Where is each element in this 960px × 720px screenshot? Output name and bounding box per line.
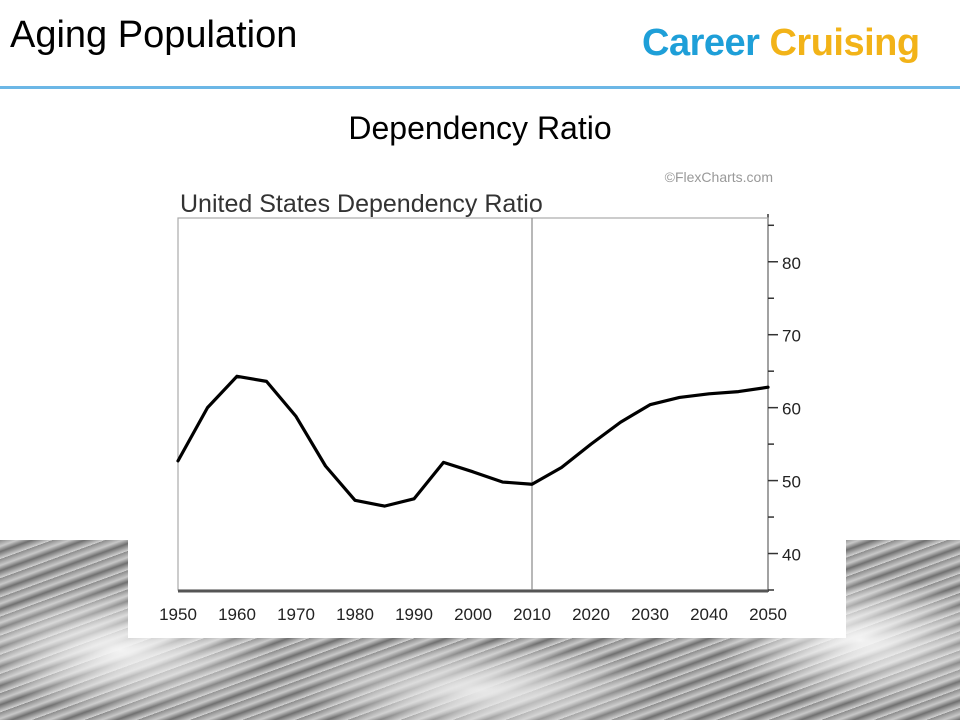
x-tick-label: 2050 <box>749 605 787 624</box>
data-point <box>471 470 475 474</box>
title-divider <box>0 86 960 89</box>
dependency-ratio-chart: ©FlexCharts.com United States Dependency… <box>159 169 801 624</box>
data-point <box>206 406 209 409</box>
plot-area-border <box>177 217 769 591</box>
data-point <box>383 504 386 508</box>
data-point <box>353 499 357 502</box>
x-tick-label: 2010 <box>513 605 551 624</box>
data-point <box>678 396 681 399</box>
data-point <box>560 466 563 469</box>
career-cruising-logo: Career Cruising <box>642 24 920 62</box>
y-axis-ticks: 40 50 60 70 80 <box>768 224 801 591</box>
data-point <box>530 483 534 486</box>
data-point <box>648 403 652 406</box>
data-point <box>619 421 622 424</box>
slide-title: Aging Population <box>10 14 298 56</box>
brand-word-cruising: Cruising <box>769 22 920 64</box>
data-point <box>501 480 504 484</box>
x-tick-label: 2020 <box>572 605 610 624</box>
y-tick-label: 60 <box>782 400 801 419</box>
chart-frame: ©FlexCharts.com United States Dependency… <box>128 160 846 638</box>
x-tick-label: 1970 <box>277 605 315 624</box>
x-tick-label: 1990 <box>395 605 433 624</box>
chart-source-label: ©FlexCharts.com <box>665 169 773 185</box>
chart-title: United States Dependency Ratio <box>180 190 543 218</box>
y-tick-label: 40 <box>782 546 801 565</box>
data-point <box>707 392 711 395</box>
data-point <box>737 390 740 393</box>
x-tick-label: 2000 <box>454 605 492 624</box>
data-point <box>442 461 445 464</box>
x-tick-label: 2030 <box>631 605 669 624</box>
data-point <box>294 415 298 418</box>
x-tick-label: 1950 <box>159 605 197 624</box>
brand-word-career: Career <box>642 22 760 64</box>
series-group <box>176 374 770 508</box>
data-point <box>412 497 416 501</box>
x-tick-label: 1960 <box>218 605 256 624</box>
x-tick-label: 2040 <box>690 605 728 624</box>
x-tick-label: 1980 <box>336 605 374 624</box>
y-tick-label: 80 <box>782 254 801 273</box>
slide-subtitle: Dependency Ratio <box>348 110 612 146</box>
data-point <box>766 386 770 389</box>
data-point <box>265 380 268 383</box>
data-point <box>235 375 239 378</box>
data-point <box>324 464 327 468</box>
y-tick-label: 70 <box>782 327 801 346</box>
data-point <box>589 442 593 446</box>
data-point <box>176 459 180 463</box>
x-axis-ticks: 1950 1960 1970 1980 1990 2000 2010 2020 2030 2040… <box>159 605 787 624</box>
y-tick-label: 50 <box>782 473 801 492</box>
series-line <box>176 374 770 508</box>
